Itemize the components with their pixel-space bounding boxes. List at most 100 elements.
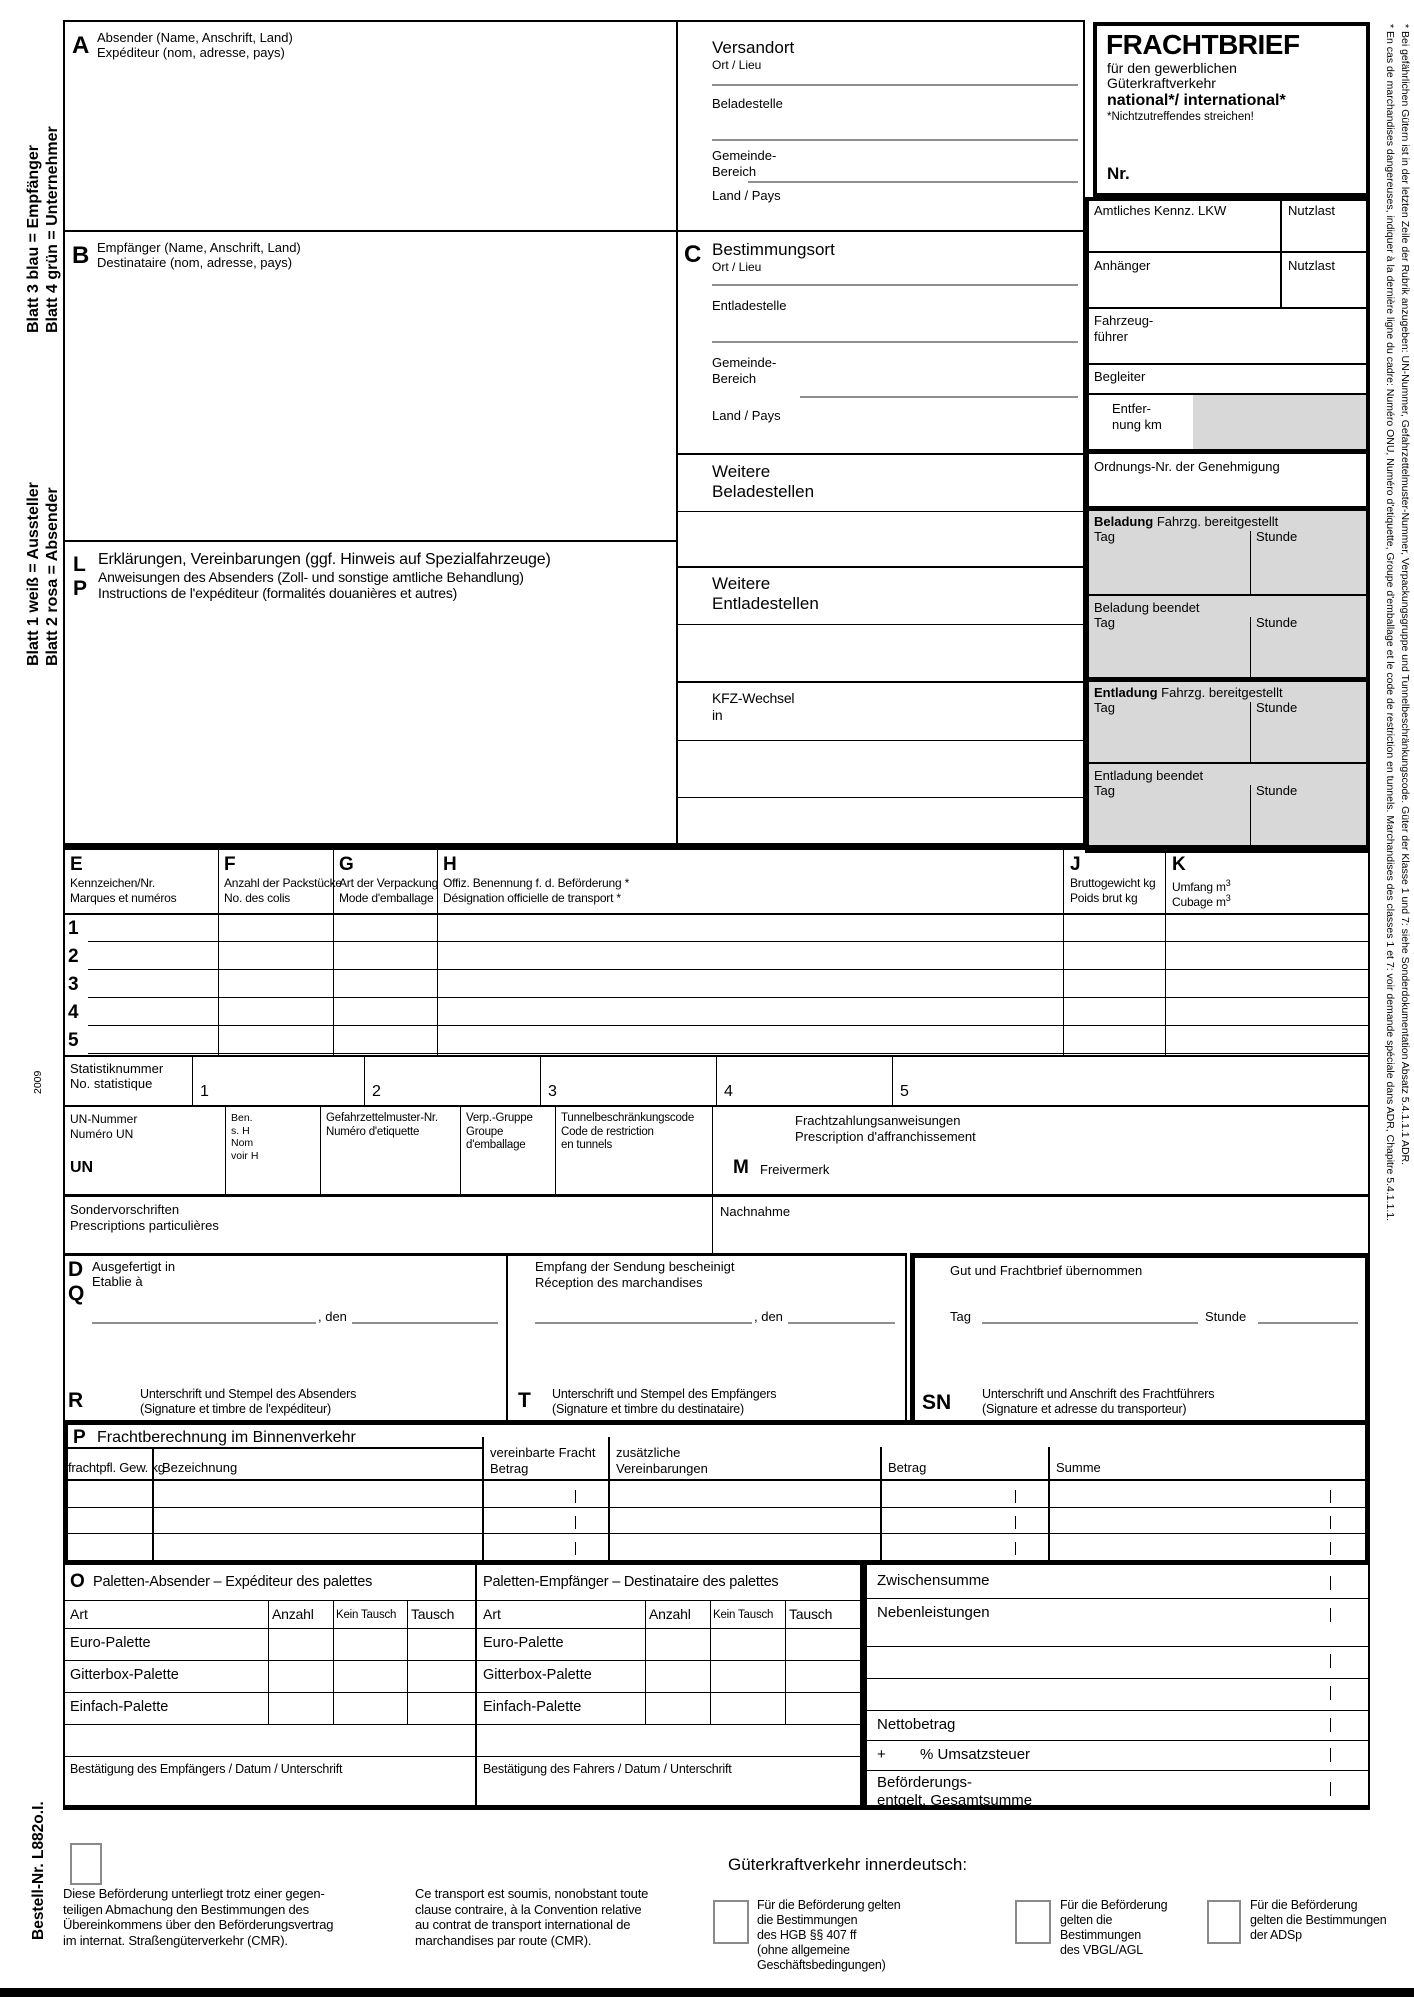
pallets-sender-title: Paletten-Absender – Expéditeur des palet… [93,1574,373,1590]
hgb-checkbox[interactable] [713,1900,749,1944]
beladestelle-line[interactable] [712,139,1078,141]
col-g-fr: Mode d'emballage [339,891,434,905]
title-sub1: für den gewerblichen [1107,60,1237,76]
den-label-1: , den [318,1309,347,1324]
beladung1-stunde: Stunde [1256,529,1298,544]
adsp-checkbox[interactable] [1207,1900,1241,1944]
statistik-cell-5[interactable]: 5 [900,1083,909,1100]
absender-label-fr: Expéditeur (nom, adresse, pays) [97,45,285,60]
sonder-row [63,1197,1370,1253]
pallet-row-gitterbox-r: Gitterbox-Palette [483,1667,592,1683]
statistik-cell-3[interactable]: 3 [548,1083,557,1100]
page-bottom-bar [0,1988,1414,1997]
entfernung-label: Entfer- nung km [1112,401,1162,432]
un-nummer-label: UN-Nummer Numéro UN [70,1112,138,1141]
nebenleistungen-label: Nebenleistungen [877,1604,990,1621]
gemeinde-line[interactable] [748,181,1078,183]
empfaenger-label-de: Empfänger (Name, Anschrift, Land) [97,240,301,255]
form-title: FRACHTBRIEF [1106,29,1300,60]
versandort-ort-lieu: Ort / Lieu [712,58,762,72]
versandort-line[interactable] [712,84,1078,86]
pallets-col-kein-l: Kein Tausch [336,1609,397,1621]
sheet-color-legend-top: Blatt 3 blau = Empfänger Blatt 4 grün = … [25,126,61,333]
goods-row-line[interactable] [88,941,1368,942]
goods-row-line[interactable] [88,1053,1368,1054]
pallet-row-euro-l: Euro-Palette [70,1635,151,1651]
un-row [63,1107,1370,1197]
sheet-color-legend-bottom: Blatt 1 weiß = Aussteller Blatt 2 rosa =… [25,482,61,666]
kfz-wechsel-label: KFZ-Wechsel in [712,690,795,723]
statistik-cell-1[interactable]: 1 [200,1083,209,1100]
gemeinde-line-2[interactable] [800,396,1078,398]
beladung1-tag: Tag [1094,529,1115,544]
pallet-row-euro-r: Euro-Palette [483,1635,564,1651]
consignee-signature-label[interactable]: Unterschrift und Stempel des Empfängers … [552,1387,777,1416]
un-prefix: UN [70,1159,94,1176]
goods-row-number: 4 [68,1002,79,1023]
pallets-receiver-title: Paletten-Empfänger – Destinataire des pa… [483,1574,779,1590]
vbgl-checkbox[interactable] [1015,1900,1051,1944]
pallets-col-art-r: Art [483,1606,501,1622]
statistik-cell-4[interactable]: 4 [724,1083,733,1100]
nutzlast-label-1: Nutzlast [1288,203,1335,218]
title-national-international: national*/ international* [1107,92,1286,109]
issued-place-line[interactable] [92,1322,316,1324]
gefahrzettel-label: Gefahrzettelmuster-Nr. Numéro d'etiquett… [326,1112,438,1138]
entladestelle-label: Entladestelle [712,298,787,313]
vehicle-column [1085,197,1370,853]
field-lp-erklaerungen-box[interactable]: L P Erklärungen, Vereinbarungen (ggf. Hi… [63,540,678,845]
confirm-fahrer-label[interactable]: Bestätigung des Fahrers / Datum / Unters… [483,1762,732,1776]
beladung2-stunde: Stunde [1256,615,1298,630]
pallet-row-einfach-r: Einfach-Palette [483,1699,582,1715]
field-b-empfaenger-box[interactable]: B Empfänger (Name, Anschrift, Land) Dest… [63,230,678,542]
entladestelle-line[interactable] [712,341,1078,343]
bestimmungsort-label: Bestimmungsort [712,240,835,259]
col-h-de: Offiz. Benennung f. d. Beförderung * [443,876,630,890]
field-a-absender-box[interactable]: A Absender (Name, Anschrift, Land) Expéd… [63,20,678,232]
receipt-place-line[interactable] [535,1322,752,1324]
takeover-hour-line[interactable] [1258,1322,1358,1324]
goods-row-line[interactable] [88,969,1368,970]
entladung2-label: Entladung beendet [1094,768,1204,783]
title-box: FRACHTBRIEF für den gewerblichen Güterkr… [1093,22,1370,197]
gemeinde-bereich-label: Gemeinde- Bereich [712,148,777,179]
issued-date-line[interactable] [352,1322,498,1324]
order-number: Bestell-Nr. L882o.I. [30,1801,47,1940]
col-k-fr: Cubage m3 [1172,893,1231,909]
bestimmungsort-line[interactable] [712,284,1078,286]
col-code-f: F [224,854,236,875]
pallet-row-einfach-l: Einfach-Palette [70,1699,169,1715]
year-label: 2009 [32,1070,44,1094]
freight-calc-box [63,1420,1370,1565]
erklaerungen-line2: Anweisungen des Absenders (Zoll- und son… [98,569,524,585]
umsatzsteuer-label: % Umsatzsteuer [920,1746,1031,1763]
col-code-j: J [1070,854,1081,875]
field-code-l: L [73,553,86,576]
statistik-cell-2[interactable]: 2 [372,1083,381,1100]
den-label-2: , den [754,1309,783,1324]
carrier-signature-label[interactable]: Unterschrift und Anschrift des Frachtfüh… [982,1387,1215,1416]
field-code-o: O [70,1571,85,1592]
nachnahme-label: Nachnahme [720,1204,791,1219]
pallets-col-tausch-r: Tausch [789,1606,833,1622]
goods-row-line[interactable] [88,1025,1368,1026]
confirm-empfaenger-label[interactable]: Bestätigung des Empfängers / Datum / Unt… [70,1762,343,1776]
beladestelle-label: Beladestelle [712,96,783,111]
cmr-checkbox[interactable] [70,1843,102,1885]
sender-signature-label[interactable]: Unterschrift und Stempel des Absenders (… [140,1387,357,1416]
field-code-c: C [684,241,702,268]
receipt-date-line[interactable] [788,1322,895,1324]
innerdeutsch-heading: Güterkraftverkehr innerdeutsch: [728,1855,968,1874]
field-code-p: P [73,577,88,600]
takeover-day-line[interactable] [982,1322,1198,1324]
calc-col-vereinbarte: vereinbarte Fracht Betrag [490,1445,596,1476]
calc-col-bezeichnung: Bezeichnung [162,1460,238,1475]
issued-at-box [63,1253,508,1420]
goods-row-line[interactable] [88,997,1368,998]
entfernung-input-area[interactable] [1193,395,1366,449]
goods-row-number: 2 [68,946,79,967]
calc-col-betrag: Betrag [888,1460,927,1475]
pallets-col-tausch-l: Tausch [411,1606,455,1622]
cmr-text-de: Diese Beförderung unterliegt trotz einer… [63,1886,334,1948]
totals-column [867,1565,1370,1810]
